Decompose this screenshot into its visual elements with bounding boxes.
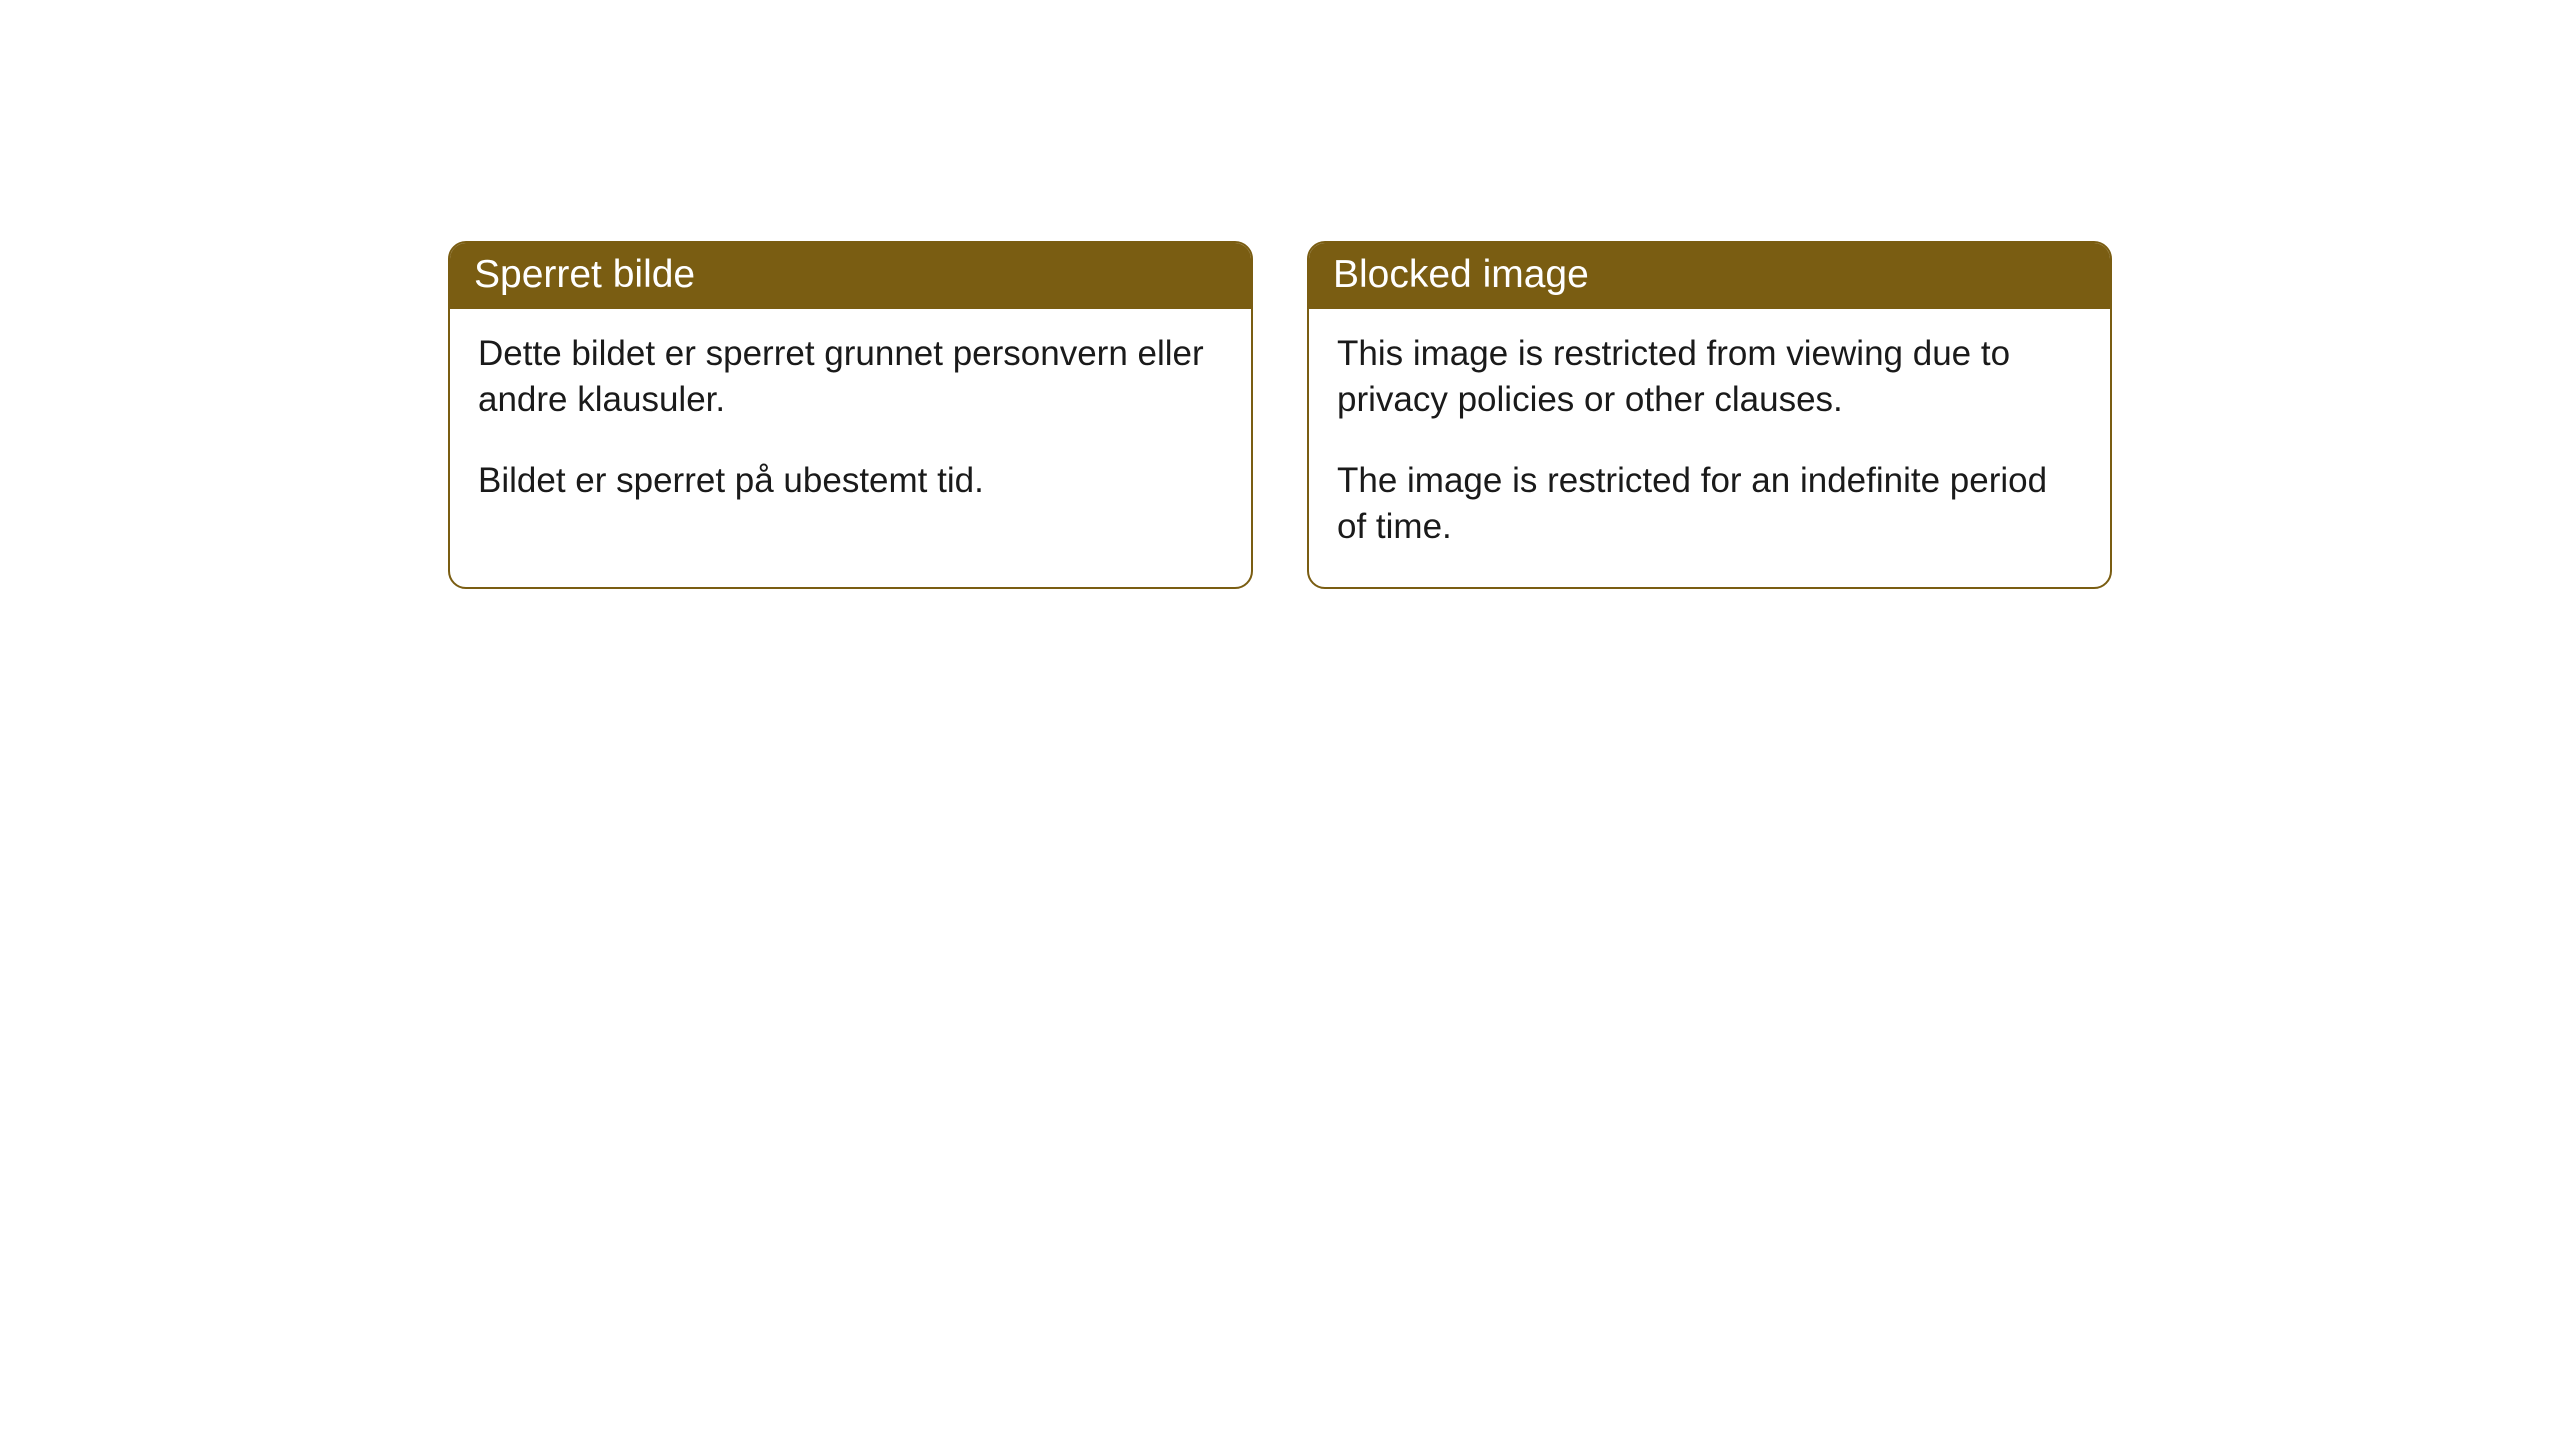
card-title: Sperret bilde (474, 253, 695, 296)
notice-container: Sperret bilde Dette bildet er sperret gr… (0, 0, 2560, 589)
blocked-image-card-english: Blocked image This image is restricted f… (1307, 241, 2112, 589)
blocked-image-card-norwegian: Sperret bilde Dette bildet er sperret gr… (448, 241, 1253, 589)
card-body: Dette bildet er sperret grunnet personve… (450, 309, 1251, 542)
card-body: This image is restricted from viewing du… (1309, 309, 2110, 587)
card-paragraph: This image is restricted from viewing du… (1337, 331, 2082, 422)
card-header: Sperret bilde (450, 243, 1251, 309)
card-paragraph: The image is restricted for an indefinit… (1337, 458, 2082, 549)
card-paragraph: Bildet er sperret på ubestemt tid. (478, 458, 1223, 504)
card-header: Blocked image (1309, 243, 2110, 309)
card-title: Blocked image (1333, 253, 1589, 296)
card-paragraph: Dette bildet er sperret grunnet personve… (478, 331, 1223, 422)
